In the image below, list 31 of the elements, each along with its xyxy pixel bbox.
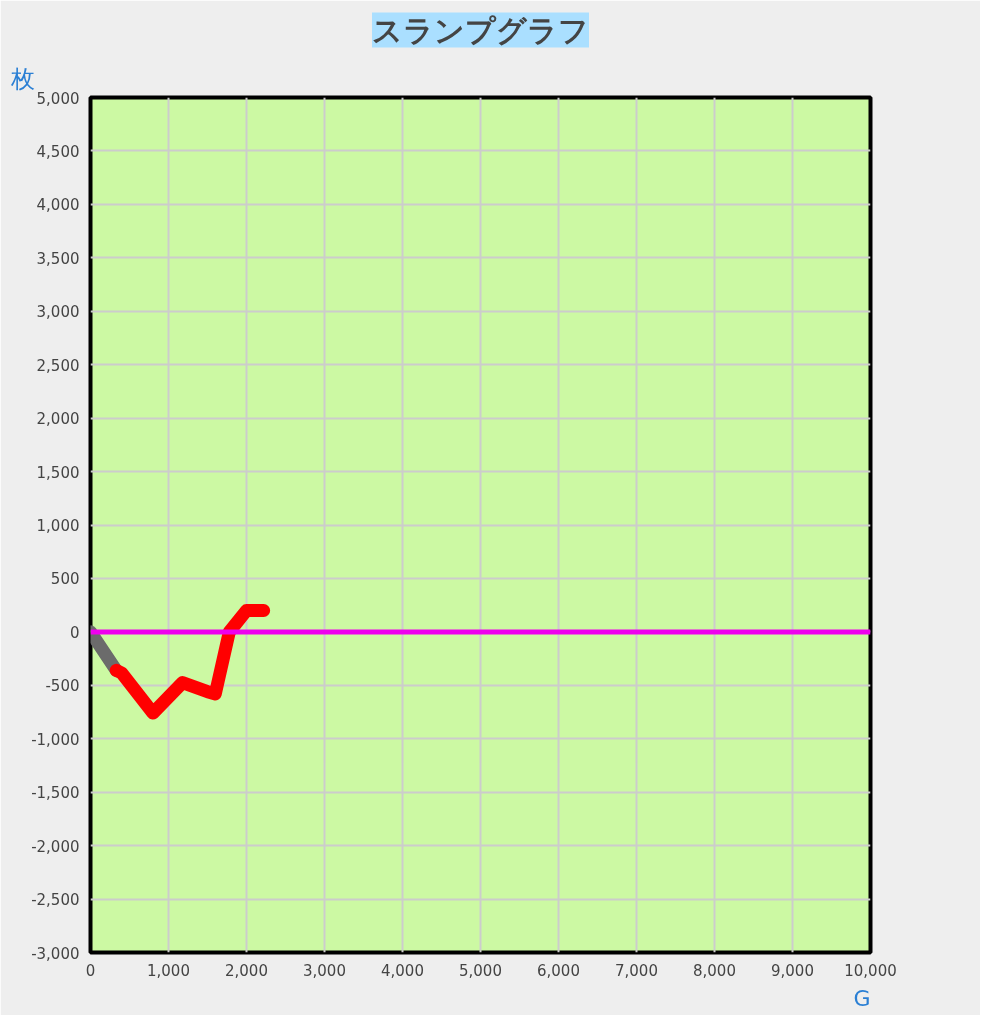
y-tick-label: 4,500 bbox=[36, 142, 80, 161]
x-tick-label: 8,000 bbox=[693, 961, 736, 980]
y-tick-label: -2,000 bbox=[31, 837, 80, 856]
x-tick-label: 5,000 bbox=[459, 961, 502, 980]
y-tick-label: -1,500 bbox=[31, 784, 80, 803]
y-tick-label: -3,000 bbox=[31, 944, 80, 963]
y-tick-label: 500 bbox=[50, 570, 80, 589]
y-tick-label: 3,000 bbox=[36, 303, 80, 322]
y-tick-label: 0 bbox=[69, 623, 80, 642]
x-tick-label: 0 bbox=[85, 961, 96, 980]
y-tick-label: 3,500 bbox=[36, 249, 80, 268]
x-tick-label: 7,000 bbox=[615, 961, 658, 980]
y-tick-label: 1,000 bbox=[36, 517, 80, 535]
y-tick-label: -2,500 bbox=[31, 891, 80, 910]
y-tick-label: 2,000 bbox=[36, 410, 80, 429]
y-axis-title: 枚 bbox=[9, 64, 35, 93]
y-tick-label: 2,500 bbox=[36, 356, 80, 375]
y-tick-label: 4,000 bbox=[36, 196, 80, 215]
x-tick-label: 4,000 bbox=[381, 961, 424, 980]
y-tick-label: 5,000 bbox=[36, 89, 80, 108]
y-tick-label: 1,500 bbox=[36, 463, 80, 482]
chart-title: スランプグラフ bbox=[372, 12, 589, 48]
x-tick-label: 1,000 bbox=[147, 961, 190, 980]
x-tick-label: 10,000 bbox=[844, 961, 897, 980]
x-tick-label: 2,000 bbox=[225, 961, 268, 980]
y-tick-label: -500 bbox=[45, 677, 80, 696]
y-tick-label: -1,000 bbox=[31, 730, 80, 749]
x-tick-label: 9,000 bbox=[771, 961, 814, 980]
x-tick-label: 6,000 bbox=[537, 961, 580, 980]
x-axis-title: G bbox=[853, 985, 871, 1011]
x-tick-label: 3,000 bbox=[303, 961, 346, 980]
